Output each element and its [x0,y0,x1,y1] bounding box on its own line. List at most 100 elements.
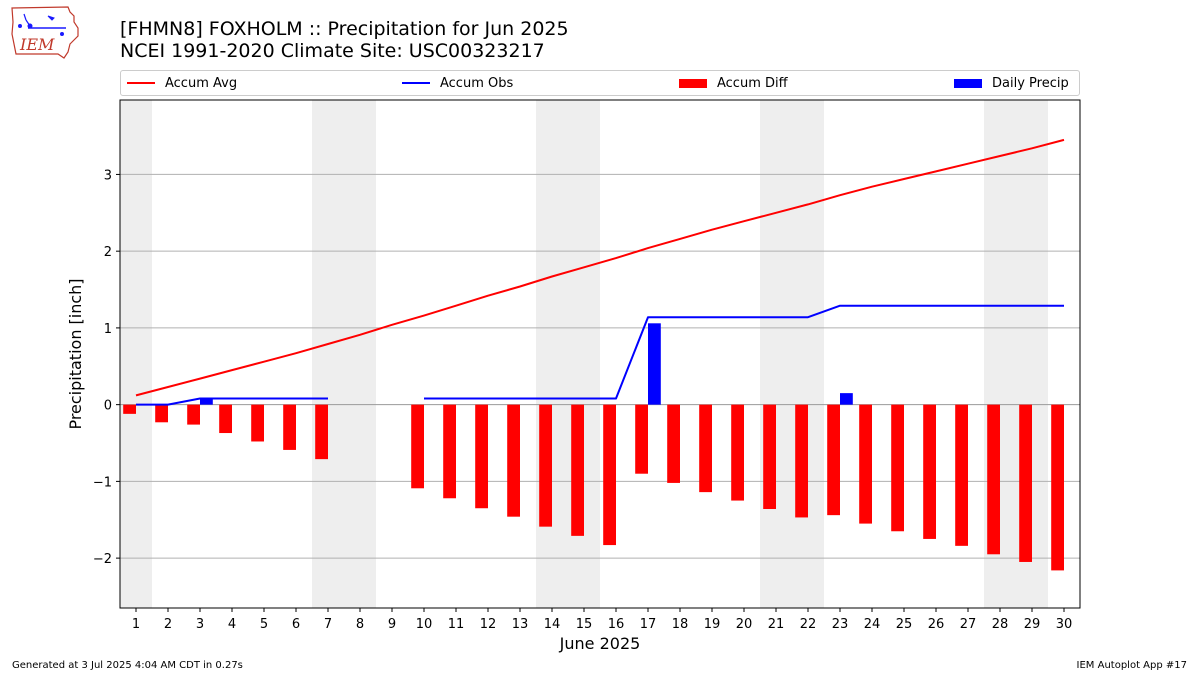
x-tick-label: 27 [960,617,977,632]
x-tick-label: 6 [292,617,300,632]
accum-diff-bar [827,404,840,516]
y-tick-label: 1 [104,322,112,337]
x-tick-label: 2 [164,617,172,632]
accum-diff-bar [763,404,776,510]
x-tick-label: 26 [928,617,945,632]
chart-subtitle: NCEI 1991-2020 Climate Site: USC00323217 [120,40,545,62]
accum-diff-bar [731,404,744,501]
iowa-outline [11,6,79,59]
plot-frame [119,99,1081,609]
x-axis-label: June 2025 [559,634,641,653]
x-tick-label: 24 [864,617,881,632]
weather-glyphs-icon [18,13,66,36]
accum-diff-bar [667,404,680,483]
x-tick-label: 5 [260,617,268,632]
weekend-band [536,100,600,608]
legend-swatch [954,78,982,88]
chart-title: [FHMN8] FOXHOLM :: Precipitation for Jun… [120,18,569,40]
x-axis: 1 2 3 4 5 6 7 8 9 10 11 12 13 14 15 16 17 18 19 20 21 22 23 24 2… [132,608,1072,632]
accum-diff-bar [1019,404,1032,562]
legend-label: Accum Diff [717,75,788,91]
accum-diff-bar [539,404,552,527]
y-tick-label: −2 [93,552,112,567]
accum-diff-bar [795,404,808,518]
accum-diff-bar [923,404,936,539]
x-tick-label: 14 [544,617,561,632]
y-tick-label: −1 [93,475,112,490]
x-tick-label: 8 [356,617,364,632]
x-tick-label: 15 [576,617,593,632]
accum-diff-bar [571,404,584,536]
accum-avg-line [135,138,1065,397]
accum-diff-bar [603,404,616,546]
accum-diff-bar [219,404,232,434]
x-tick-label: 30 [1056,617,1073,632]
accum-obs-line [136,304,1064,406]
legend-label: Daily Precip [992,75,1069,91]
bar-marks [123,323,1064,571]
accum-diff-bar [123,404,136,414]
logo-text: IEM [19,35,55,54]
x-tick-label: 10 [416,617,433,632]
iem-logo: IEM [11,6,79,59]
x-tick-label: 7 [324,617,332,632]
x-tick-label: 11 [448,617,465,632]
legend-swatch [402,82,430,84]
x-tick-label: 21 [768,617,785,632]
accum-diff-bar [955,404,968,546]
y-tick-label: 2 [104,245,112,260]
y-axis-label: Precipitation [inch] [66,278,85,429]
x-tick-label: 16 [608,617,625,632]
accum-diff-bar [507,404,520,517]
accum-diff-bar [283,404,296,450]
legend-label: Accum Avg [165,75,238,91]
accum-diff-bar [155,404,168,423]
accum-diff-bar [251,404,264,442]
footer-generated: Generated at 3 Jul 2025 4:04 AM CDT in 0… [12,660,243,671]
x-tick-label: 1 [132,617,140,632]
x-tick-label: 12 [480,617,497,632]
legend-swatch [679,78,707,88]
daily-precip-bar [200,398,213,405]
x-tick-label: 25 [896,617,913,632]
weekend-band [120,100,152,608]
x-tick-label: 18 [672,617,689,632]
daily-precip-bar [648,323,661,405]
x-tick-label: 29 [1024,617,1041,632]
chart-title-block: [FHMN8] FOXHOLM :: Precipitation for Jun… [120,18,569,62]
daily-precip-bar [840,393,853,405]
x-tick-label: 28 [992,617,1009,632]
x-tick-label: 13 [512,617,529,632]
accum-diff-bar [891,404,904,532]
x-tick-label: 22 [800,617,817,632]
weekend-band [312,100,376,608]
legend-item-daily-precip: Daily Precip [954,71,1069,95]
legend-swatch [127,82,155,84]
y-tick-label: 0 [104,399,112,414]
footer-app: IEM Autoplot App #17 [1076,660,1187,671]
y-tick-label: 3 [104,168,112,183]
accum-diff-bar [443,404,456,499]
legend-item-accum-avg: Accum Avg [127,71,237,95]
accum-diff-bar [859,404,872,524]
weekend-band [760,100,824,608]
line-marks [135,138,1065,406]
accum-diff-bar [411,404,424,489]
x-tick-label: 17 [640,617,657,632]
accum-diff-bar [187,404,200,425]
x-tick-label: 3 [196,617,204,632]
x-tick-label: 19 [704,617,721,632]
accum-diff-bar [1051,404,1064,571]
x-tick-label: 9 [388,617,396,632]
legend-item-accum-diff: Accum Diff [679,71,788,95]
legend: Accum Avg Accum Obs Accum Diff Daily Pre… [120,70,1080,96]
accum-diff-bar [315,404,328,460]
accum-diff-bar [635,404,648,474]
accum-diff-bar [475,404,488,509]
x-tick-label: 23 [832,617,849,632]
accum-diff-bar [699,404,712,493]
y-axis: −2 −1 0 1 2 3 [93,168,120,567]
legend-label: Accum Obs [440,75,514,91]
legend-item-accum-obs: Accum Obs [402,71,513,95]
